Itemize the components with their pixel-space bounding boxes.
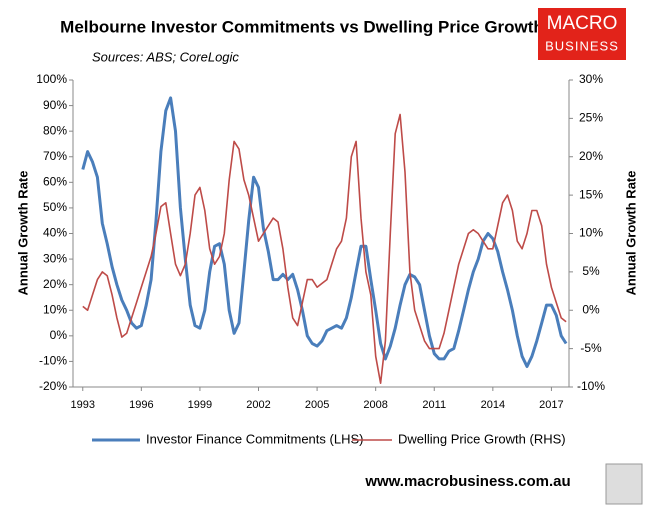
legend-label: Dwelling Price Growth (RHS): [398, 431, 566, 446]
y2-tick-label: 5%: [582, 264, 600, 278]
logo-box: [538, 8, 626, 60]
x-tick-label: 2008: [363, 399, 387, 411]
y2-tick-label: -10%: [577, 379, 605, 393]
logo-text: MACRO: [547, 13, 618, 34]
x-tick-label: 2011: [422, 399, 446, 411]
y-tick-label: 90%: [43, 98, 67, 112]
chart-title: Melbourne Investor Commitments vs Dwelli…: [60, 17, 544, 36]
y-tick-label: -10%: [39, 354, 67, 368]
series-line: [82, 113, 567, 384]
subtitle: Sources: ABS; CoreLogic: [92, 49, 239, 64]
y-tick-label: 30%: [43, 251, 67, 265]
y-tick-label: 40%: [43, 226, 67, 240]
logo-icon: [605, 463, 643, 505]
y-tick-label: 80%: [43, 123, 67, 137]
y2-tick-label: 25%: [579, 111, 603, 125]
x-tick-label: 1996: [129, 399, 153, 411]
y2-tick-label: -5%: [580, 341, 602, 355]
x-tick-label: 1993: [71, 399, 95, 411]
y2-tick-label: 30%: [579, 72, 603, 86]
x-tick-label: 2017: [539, 399, 563, 411]
x-tick-label: 2005: [305, 399, 329, 411]
logo-text: BUSINESS: [545, 38, 619, 53]
y2-tick-label: 10%: [579, 226, 603, 240]
y-tick-label: 60%: [43, 175, 67, 189]
legend-label: Investor Finance Commitments (LHS): [146, 431, 363, 446]
y-tick-label: 0%: [50, 328, 68, 342]
y-tick-label: 70%: [43, 149, 67, 163]
y2-tick-label: 20%: [579, 149, 603, 163]
y-tick-label: 100%: [36, 72, 67, 86]
x-tick-label: 2014: [481, 399, 505, 411]
y2-tick-label: 15%: [579, 187, 603, 201]
x-tick-label: 1999: [188, 399, 212, 411]
y-tick-label: -20%: [39, 379, 67, 393]
y2-tick-label: 0%: [582, 302, 600, 316]
y-axis-label: Annual Growth Rate: [15, 171, 30, 296]
series-line: [81, 96, 568, 368]
y-tick-label: 20%: [43, 277, 67, 291]
y2-axis-label: Annual Growth Rate: [623, 171, 638, 296]
footer: www.macrobusiness.com.au: [364, 473, 570, 490]
y-tick-label: 10%: [43, 302, 67, 316]
y-tick-label: 50%: [43, 200, 67, 214]
x-tick-label: 2002: [246, 399, 270, 411]
